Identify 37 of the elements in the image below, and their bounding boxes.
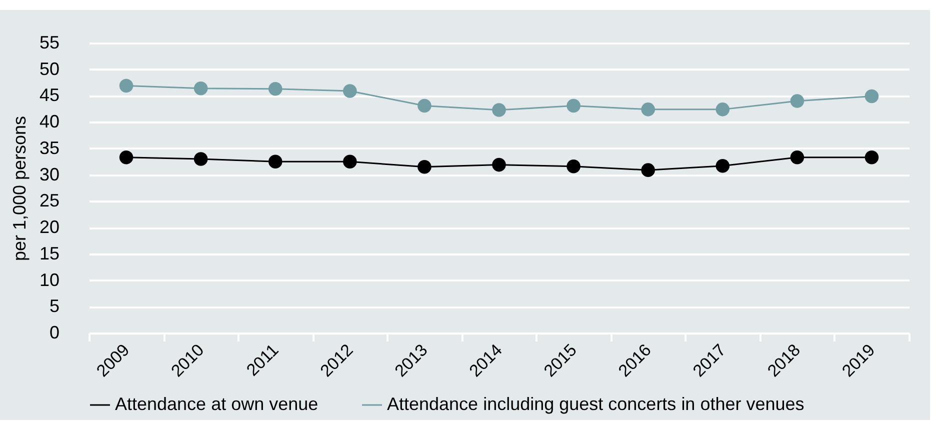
point (716, 158, 730, 173)
y-tick-label: 35 (39, 138, 60, 158)
point (418, 160, 432, 174)
y-tick-label: 50 (39, 58, 60, 79)
point (492, 158, 506, 172)
y-tick-label: 20 (39, 217, 60, 238)
point (641, 163, 655, 177)
point (343, 84, 357, 98)
y-tick-label: 15 (39, 243, 60, 264)
y-tick-label: 40 (39, 112, 60, 132)
y-axis-title: per 1,000 persons (9, 116, 30, 262)
y-tick-label: 0 (49, 322, 60, 342)
point (268, 154, 282, 169)
y-tick-label: 30 (39, 164, 60, 184)
point (418, 98, 432, 113)
point (641, 102, 655, 116)
point (864, 89, 879, 104)
point (716, 102, 730, 116)
point (790, 150, 804, 164)
point (119, 150, 134, 164)
point (864, 150, 879, 164)
point (566, 98, 580, 113)
legend-label: Attendance including guest concerts in other venues (387, 394, 804, 414)
point (194, 81, 208, 96)
y-tick-label: 25 (39, 190, 60, 211)
legend-label: Attendance at own venue (115, 394, 318, 414)
point (492, 103, 506, 117)
point (194, 152, 208, 166)
point (566, 160, 580, 174)
point (119, 78, 134, 93)
y-tick-label: 10 (39, 270, 60, 290)
y-tick-label: 45 (39, 85, 60, 106)
y-tick-label: 55 (39, 32, 60, 52)
y-tick-label: 5 (49, 296, 60, 316)
point (790, 94, 804, 108)
point (343, 154, 357, 169)
point (268, 82, 282, 96)
